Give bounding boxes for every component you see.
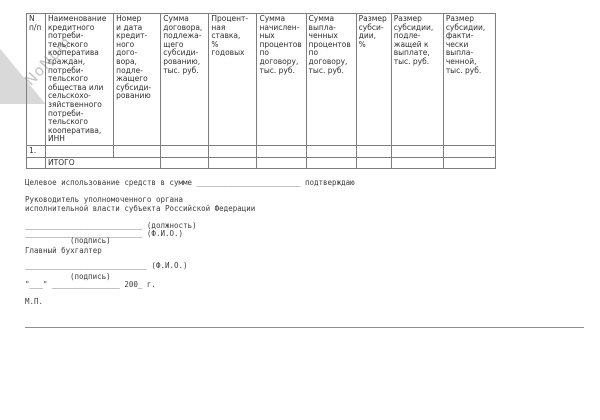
col-header-subsidy-payable: Размер субсидии, подле- жащей к выплате,… — [390, 13, 444, 146]
empty-cell — [208, 144, 258, 158]
date-line: "___" _______________ 200_ г. — [25, 279, 156, 289]
head-official-title-line1: Руководитель уполномоченного органа — [25, 195, 184, 204]
target-use-confirmation-line: Целевое использование средств в сумме __… — [25, 178, 355, 187]
accountant-name-signature-line: ___________________________ (Ф.И.О.) — [25, 261, 188, 270]
col-header-interest-rate: Процент- ная ставка, % годовых — [208, 13, 258, 146]
empty-cell — [45, 144, 115, 158]
empty-cell — [355, 144, 392, 158]
col-header-contract-sum: Сумма договора, подлежа- щего субсиди- р… — [160, 13, 210, 146]
col-header-contract-number-date: Номер и дата кредит- ного дого- вора, по… — [113, 13, 162, 146]
table-total-row: ИТОГО — [25, 156, 497, 170]
empty-cell — [305, 144, 357, 158]
empty-cell — [113, 144, 162, 158]
col-header-row-number: N п/п — [25, 13, 47, 146]
total-label-cell: ИТОГО — [45, 156, 162, 170]
name-signature-line: __________________________ (Ф.И.О.) — [25, 228, 184, 238]
empty-cell — [256, 144, 307, 158]
table-header-row: N п/п Наименование кредитного потреби- т… — [25, 13, 497, 146]
col-header-paid-interest: Сумма выпла- ченных процентов по договор… — [305, 13, 357, 146]
signature-caption: (подпись) — [70, 236, 111, 245]
chief-accountant-label: Главный бухгалтер — [25, 246, 102, 255]
row-number-cell: 1. — [25, 144, 47, 158]
empty-cell — [25, 156, 47, 170]
accountant-signature-caption: (подпись) — [70, 271, 111, 281]
empty-cell — [390, 156, 444, 170]
position-signature-line: __________________________ (должность) — [25, 220, 197, 230]
empty-cell — [160, 156, 210, 170]
empty-cell — [256, 156, 307, 170]
bottom-rule — [25, 327, 584, 328]
col-header-cooperative-name: Наименование кредитного потреби- тельско… — [45, 13, 115, 146]
empty-cell — [208, 156, 258, 170]
empty-cell — [390, 144, 444, 158]
empty-cell — [442, 144, 497, 158]
head-official-title-line2: исполнительной власти субъекта Российско… — [25, 203, 256, 213]
table-row-1: 1. — [25, 144, 497, 158]
empty-cell — [355, 156, 392, 170]
empty-cell — [305, 156, 357, 170]
subsidy-report-table: N п/п Наименование кредитного потреби- т… — [25, 13, 497, 170]
seal-placeholder: М.П. — [25, 297, 44, 306]
col-header-accrued-interest: Сумма начислен- ных процентов по договор… — [256, 13, 307, 146]
empty-cell — [160, 144, 210, 158]
col-header-subsidy-paid: Размер субсидии, факти- чески выпла- чен… — [442, 13, 497, 146]
col-header-subsidy-percent: Размер субси- дии, % — [355, 13, 392, 146]
empty-cell — [442, 156, 497, 170]
